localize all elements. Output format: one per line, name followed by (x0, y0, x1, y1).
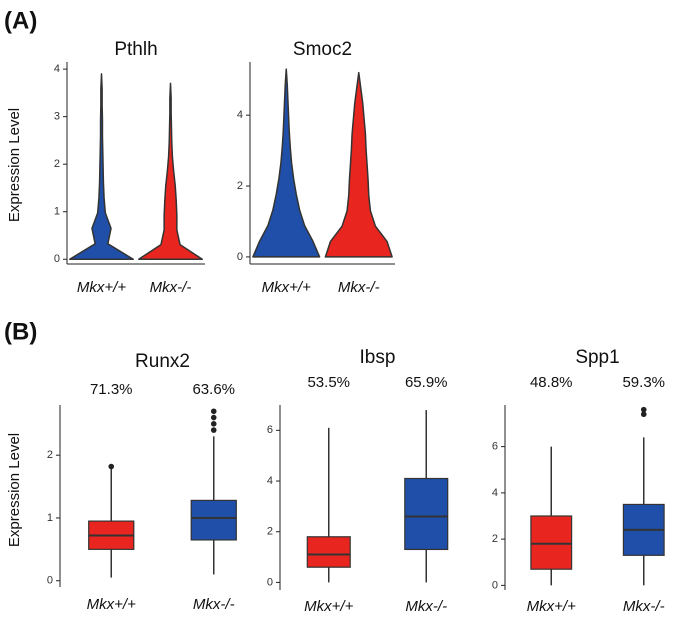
y-tick-label: 4 (267, 475, 273, 487)
outlier (210, 421, 217, 427)
outlier (210, 414, 217, 421)
chart-title: Ibsp (360, 347, 396, 368)
box (306, 536, 351, 568)
y-tick-label: 6 (267, 424, 273, 436)
y-tick-label: 3 (54, 111, 60, 123)
data-label: 59.3% (622, 374, 665, 391)
y-tick-label: 0 (237, 251, 243, 263)
data-label: 65.9% (405, 374, 448, 391)
x-tick-label: Mkx+/+ (262, 279, 311, 296)
data-label: 53.5% (307, 374, 350, 391)
y-tick-label: 0 (492, 579, 498, 591)
x-tick-label: Mkx-/- (338, 279, 380, 296)
data-label: 71.3% (90, 381, 133, 398)
panel-label: (A) (4, 7, 37, 34)
chart-title: Smoc2 (293, 39, 352, 60)
x-tick-label: Mkx-/- (193, 596, 235, 613)
y-tick-label: 0 (267, 576, 273, 588)
outlier (210, 427, 217, 433)
outlier (640, 406, 647, 413)
x-tick-label: Mkx-/- (405, 598, 447, 615)
y-tick-label: 0 (54, 253, 60, 265)
y-axis-label: Expression Level (6, 433, 23, 547)
outlier (640, 411, 647, 418)
chart-title: Pthlh (114, 39, 157, 60)
outlier (108, 463, 115, 470)
x-tick-label: Mkx+/+ (527, 598, 576, 615)
y-tick-label: 2 (47, 449, 53, 461)
box (190, 499, 237, 541)
y-tick-label: 2 (54, 158, 60, 170)
violin (69, 73, 134, 260)
violin (138, 82, 203, 260)
y-axis-label: Expression Level (6, 108, 23, 222)
box (530, 515, 573, 570)
y-tick-label: 2 (492, 533, 498, 545)
y-tick-label: 2 (267, 526, 273, 538)
violin (324, 71, 393, 258)
chart-title: Spp1 (575, 347, 619, 368)
panel-label: (B) (4, 318, 37, 345)
x-tick-label: Mkx+/+ (304, 598, 353, 615)
y-tick-label: 1 (54, 206, 60, 218)
y-tick-label: 1 (47, 512, 53, 524)
violin (252, 68, 321, 258)
x-tick-label: Mkx-/- (150, 279, 192, 296)
y-tick-label: 2 (237, 180, 243, 192)
x-tick-label: Mkx+/+ (77, 279, 126, 296)
y-tick-label: 4 (237, 109, 243, 121)
y-tick-label: 6 (492, 441, 498, 453)
chart-title: Runx2 (135, 351, 190, 372)
y-tick-label: 0 (47, 575, 53, 587)
data-label: 63.6% (192, 381, 235, 398)
x-tick-label: Mkx+/+ (87, 596, 136, 613)
data-label: 48.8% (530, 374, 573, 391)
y-tick-label: 4 (54, 63, 60, 75)
x-tick-label: Mkx-/- (623, 598, 665, 615)
outlier (210, 408, 217, 415)
y-tick-label: 4 (492, 487, 498, 499)
box (404, 477, 449, 551)
